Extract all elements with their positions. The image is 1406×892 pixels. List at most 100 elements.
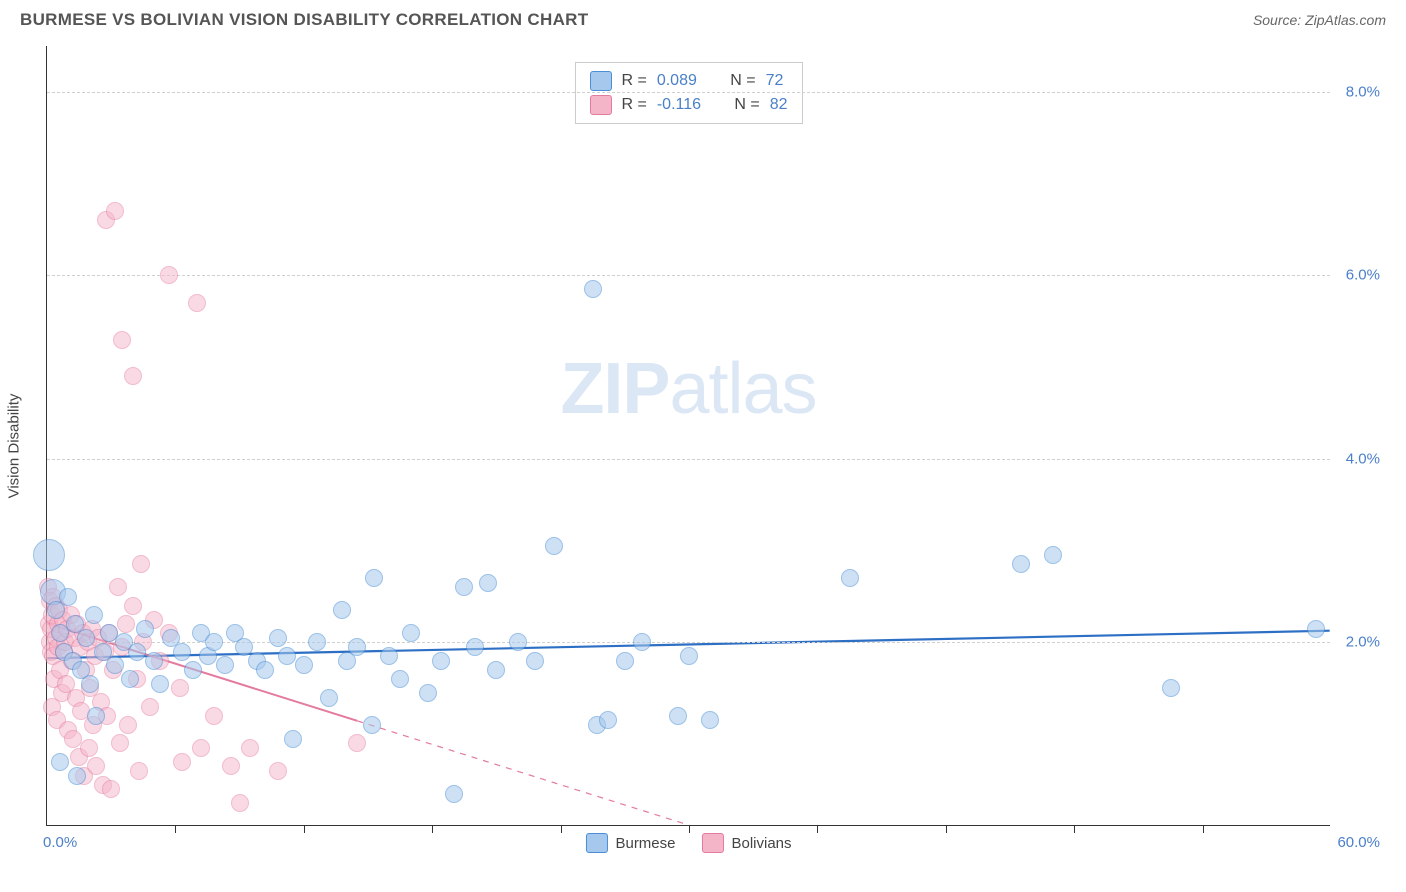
scatter-point [269,762,287,780]
scatter-point [77,629,95,647]
series-legend-label: Bolivians [732,835,792,852]
xtick-mark [1203,825,1204,833]
scatter-point [132,555,150,573]
stats-r-label: R = [621,96,646,114]
legend-swatch [585,833,607,853]
xtick-mark [817,825,818,833]
gridline-horizontal [47,92,1330,93]
scatter-point [136,620,154,638]
scatter-point [141,698,159,716]
scatter-point [466,638,484,656]
scatter-point [128,643,146,661]
scatter-point [171,679,189,697]
scatter-point [284,730,302,748]
scatter-point [455,578,473,596]
gridline-horizontal [47,459,1330,460]
scatter-point [278,647,296,665]
xtick-label: 0.0% [43,834,77,851]
chart-container: Vision Disability ZIPatlas R = 0.089 N =… [46,46,1366,846]
scatter-point [111,734,129,752]
scatter-point [333,601,351,619]
stats-n-label: N = [734,96,759,114]
scatter-point [87,707,105,725]
scatter-point [87,757,105,775]
scatter-point [130,762,148,780]
series-legend-item: Burmese [585,833,675,853]
scatter-point [633,633,651,651]
xtick-mark [561,825,562,833]
scatter-point [59,588,77,606]
xtick-mark [304,825,305,833]
scatter-point [256,661,274,679]
scatter-point [173,753,191,771]
scatter-point [487,661,505,679]
scatter-point [241,739,259,757]
scatter-point [124,367,142,385]
scatter-point [106,202,124,220]
scatter-point [1307,620,1325,638]
scatter-point [119,716,137,734]
scatter-point [295,656,313,674]
stats-r-value: -0.116 [657,96,701,114]
scatter-point [391,670,409,688]
scatter-point [348,734,366,752]
stats-n-value: 72 [766,72,784,90]
scatter-point [81,675,99,693]
plot-area: ZIPatlas R = 0.089 N = 72R = -0.116 N = … [46,46,1330,826]
scatter-point [117,615,135,633]
scatter-point [584,280,602,298]
legend-swatch [589,71,611,91]
xtick-mark [1074,825,1075,833]
scatter-point [616,652,634,670]
scatter-point [1044,546,1062,564]
scatter-point [160,266,178,284]
xtick-mark [689,825,690,833]
scatter-point [701,711,719,729]
series-legend-label: Burmese [615,835,675,852]
scatter-point [216,656,234,674]
trend-line-dashed [357,721,688,825]
scatter-point [145,652,163,670]
xtick-mark [175,825,176,833]
scatter-point [363,716,381,734]
scatter-point [222,757,240,775]
scatter-point [113,331,131,349]
scatter-point [1162,679,1180,697]
scatter-point [680,647,698,665]
scatter-point [173,643,191,661]
scatter-point [102,780,120,798]
ytick-label: 6.0% [1346,267,1380,284]
gridline-horizontal [47,275,1330,276]
series-legend: Burmese Bolivians [585,833,791,853]
scatter-point [47,601,65,619]
scatter-point [365,569,383,587]
y-axis-label: Vision Disability [6,394,23,499]
ytick-label: 8.0% [1346,83,1380,100]
scatter-point [205,633,223,651]
source-attribution: Source: ZipAtlas.com [1253,12,1386,28]
stats-legend-row: R = 0.089 N = 72 [589,69,787,93]
scatter-point [380,647,398,665]
scatter-point [184,661,202,679]
scatter-point [445,785,463,803]
scatter-point [51,753,69,771]
ytick-label: 2.0% [1346,634,1380,651]
scatter-point [841,569,859,587]
legend-swatch [589,95,611,115]
scatter-point [192,739,210,757]
scatter-point [526,652,544,670]
scatter-point [320,689,338,707]
scatter-point [121,670,139,688]
scatter-point [479,574,497,592]
stats-r-label: R = [621,72,646,90]
stats-legend: R = 0.089 N = 72R = -0.116 N = 82 [574,62,802,124]
xtick-label: 60.0% [1337,834,1380,851]
scatter-point [269,629,287,647]
stats-n-value: 82 [770,96,788,114]
chart-title: BURMESE VS BOLIVIAN VISION DISABILITY CO… [20,10,588,30]
scatter-point [669,707,687,725]
scatter-point [188,294,206,312]
scatter-point [419,684,437,702]
scatter-point [85,606,103,624]
scatter-point [509,633,527,651]
